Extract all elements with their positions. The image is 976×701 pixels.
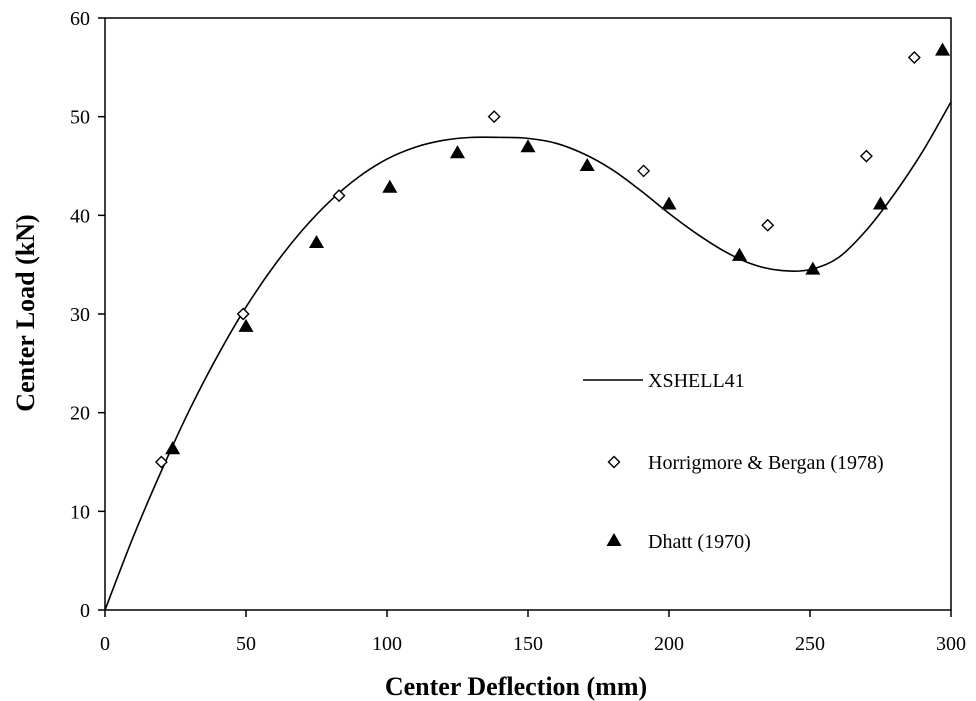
triangle-point [449, 145, 466, 159]
triangle-point [731, 247, 748, 261]
triangle-point [165, 441, 181, 455]
diamond-point [637, 164, 651, 178]
y-tick-label: 20 [70, 403, 90, 425]
x-tick-label: 100 [372, 633, 402, 655]
y-tick-label: 10 [70, 501, 90, 523]
diamond-point [332, 189, 346, 203]
series-line-xshell41 [104, 101, 952, 611]
diamond-point [859, 149, 873, 163]
triangle-point [935, 42, 951, 56]
legend: XSHELL41 Horrigmore & Bergan (1978) Dhatt … [583, 370, 884, 553]
triangle-point [872, 196, 889, 210]
legend-label-0: XSHELL41 [648, 370, 745, 392]
x-tick-label: 300 [936, 633, 966, 655]
triangle-point [661, 196, 677, 210]
triangle-point [238, 318, 254, 332]
legend-label-1: Horrigmore & Bergan (1978) [648, 452, 884, 474]
y-tick-label: 40 [70, 205, 90, 227]
plot-frame [104, 17, 952, 611]
series-1 [154, 50, 921, 469]
diamond-point [487, 110, 501, 124]
x-tick-label: 250 [795, 633, 825, 655]
triangle-point [308, 234, 325, 249]
y-axis-ticks: 0 10 20 30 40 50 60 [70, 8, 105, 622]
triangle-point [579, 157, 595, 172]
y-tick-label: 30 [70, 304, 90, 326]
y-tick-label: 60 [70, 8, 90, 30]
diamond-point [236, 307, 250, 321]
series-2 [165, 42, 951, 455]
triangle-point [805, 261, 821, 275]
x-tick-label: 50 [236, 633, 256, 655]
legend-diamond-swatch [607, 455, 621, 469]
x-tick-label: 150 [513, 633, 543, 655]
x-tick-label: 200 [654, 633, 684, 655]
series-0 [104, 101, 952, 611]
x-axis-ticks: 0 50 100 150 200 250 300 [100, 610, 966, 655]
triangle-point [520, 139, 536, 153]
diamond-point [907, 50, 921, 64]
legend-triangle-swatch [606, 532, 622, 547]
legend-label-2: Dhatt (1970) [648, 531, 751, 553]
plot-area [104, 17, 952, 611]
x-axis-title: Center Deflection (mm) [385, 672, 647, 701]
series-layer [104, 42, 952, 611]
diamond-point [761, 218, 775, 232]
y-axis-title: Center Load (kN) [11, 214, 40, 411]
y-tick-label: 0 [80, 600, 90, 622]
x-tick-label: 0 [100, 633, 110, 655]
diamond-point [154, 455, 168, 469]
y-tick-label: 50 [70, 107, 90, 129]
triangle-point [382, 179, 398, 193]
